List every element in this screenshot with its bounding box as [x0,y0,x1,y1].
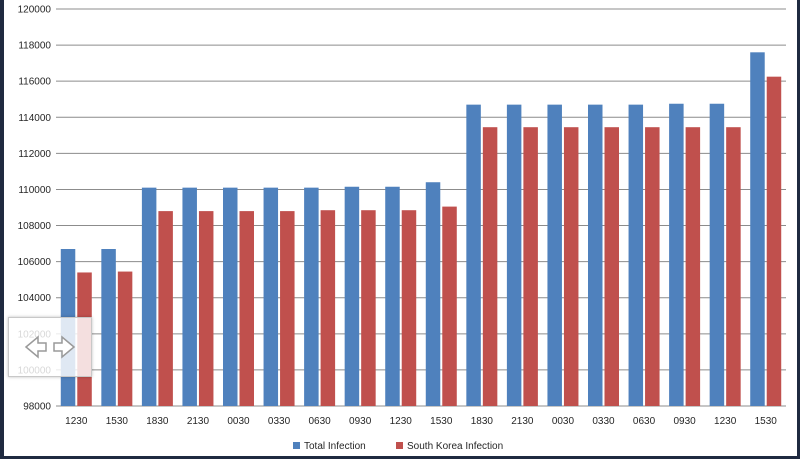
bar-total-infection [669,103,684,406]
bar-total-infection [385,186,400,406]
bar-total-infection [182,187,197,406]
x-tick-label: 0330 [268,416,291,427]
bar-south-korea-infection [198,211,214,406]
bar-total-infection [709,103,725,406]
y-tick-label: 98000 [23,402,51,413]
left-frame-edge [0,0,4,459]
x-tick-label: 1230 [714,416,737,427]
bar-south-korea-infection [523,127,538,406]
bar-total-infection [750,52,765,407]
expand-arrows-icon [24,335,76,359]
x-tick-label: 1230 [65,416,88,427]
legend: Total Infection South Korea Infection [293,441,503,452]
x-tick-label: 0030 [552,416,575,427]
bar-south-korea-infection [482,127,498,406]
bar-total-infection [547,104,562,407]
bar-south-korea-infection [645,127,660,406]
bar-total-infection [466,104,481,407]
bar-south-korea-infection [685,127,701,406]
bar-south-korea-infection [117,271,133,406]
bar-total-infection [263,187,279,406]
bar-south-korea-infection [604,127,619,406]
bar-south-korea-infection [280,211,295,406]
y-tick-label: 110000 [18,185,51,196]
x-tick-label: 0330 [592,416,615,427]
legend-swatch [396,442,403,449]
bars [60,52,782,407]
y-tick-label: 108000 [18,221,52,232]
grid-lines [56,8,786,407]
bar-total-infection [628,104,644,407]
bar-total-infection [425,182,441,406]
bar-south-korea-infection [239,211,254,406]
x-tick-label: 1830 [471,416,494,427]
y-tick-label: 106000 [18,257,52,268]
x-tick-label: 1530 [755,416,778,427]
y-tick-label: 104000 [18,293,52,304]
bar-south-korea-infection [726,127,741,406]
bar-south-korea-infection [158,211,173,406]
bar-total-infection [304,187,319,406]
bar-south-korea-infection [442,206,457,406]
bottom-frame-edge [0,456,800,459]
bar-total-infection [506,104,522,407]
y-tick-label: 116000 [18,77,51,88]
legend-swatch [293,442,300,449]
x-tick-label: 1530 [430,416,453,427]
x-axis: 1230 1530 1830 2130 0030 0330 0630 0930 1230 1530… [65,416,777,427]
x-tick-label: 0630 [308,416,331,427]
bar-south-korea-infection [320,210,336,406]
bar-total-infection [141,187,157,406]
bar-south-korea-infection [361,210,376,406]
y-tick-label: 112000 [18,149,51,160]
x-tick-label: 2130 [187,416,210,427]
bar-total-infection [588,104,603,407]
legend-label: South Korea Infection [407,441,503,452]
y-tick-label: 114000 [18,113,51,124]
x-tick-label: 0930 [349,416,372,427]
bar-total-infection [344,186,360,406]
right-frame-edge [797,0,800,459]
bar-south-korea-infection [766,76,782,406]
bar-south-korea-infection [401,210,417,406]
y-tick-label: 118000 [18,41,51,52]
bar-total-infection [101,249,116,406]
x-tick-label: 1830 [146,416,169,427]
x-tick-label: 0030 [227,416,250,427]
x-tick-label: 0630 [633,416,656,427]
expand-overlay-button[interactable] [8,317,92,377]
bar-total-infection [223,187,238,406]
x-tick-label: 1530 [106,416,129,427]
legend-label: Total Infection [304,441,366,452]
y-tick-label: 120000 [18,5,52,16]
x-tick-label: 0930 [673,416,696,427]
bar-south-korea-infection [563,127,579,406]
x-tick-label: 2130 [511,416,534,427]
x-tick-label: 1230 [390,416,413,427]
